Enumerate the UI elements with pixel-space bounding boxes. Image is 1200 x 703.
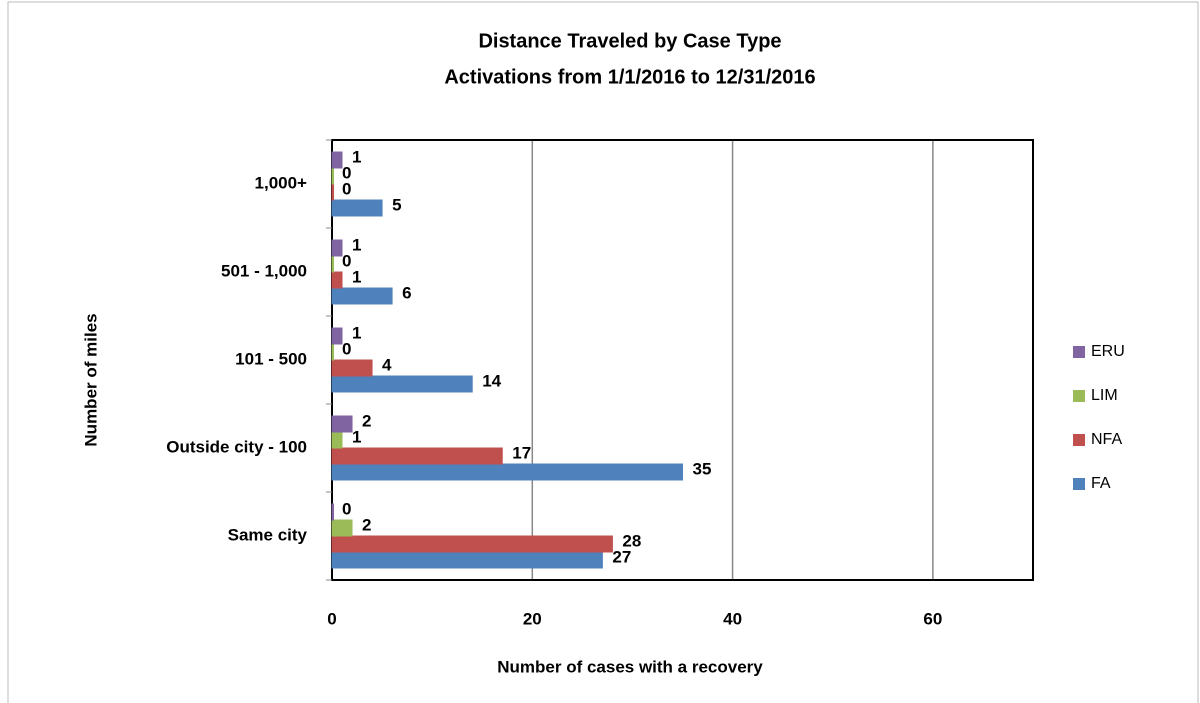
y-tick-label: 1,000+: [255, 173, 308, 192]
chart-subtitle: Activations from 1/1/2016 to 12/31/2016: [444, 66, 815, 88]
y-tick-label: 501 - 1,000: [221, 261, 307, 280]
bar: [331, 359, 373, 377]
bar: [331, 199, 383, 217]
bar: [331, 519, 353, 537]
bar: [331, 463, 683, 481]
chart-border: [7, 1, 1199, 703]
data-label: 1: [352, 267, 361, 286]
bar: [331, 287, 393, 305]
x-tick-label: 60: [923, 609, 942, 628]
bar: [331, 535, 613, 553]
y-tick-label: Same city: [228, 525, 308, 544]
bar: [331, 151, 343, 169]
data-label: 0: [342, 499, 351, 518]
legend-label: FA: [1091, 475, 1111, 492]
data-label: 35: [693, 459, 712, 478]
data-label: 14: [482, 371, 501, 390]
legend-swatch: [1073, 434, 1085, 446]
plot-area: [331, 139, 1034, 581]
data-label: 28: [622, 531, 641, 550]
data-label: 17: [512, 443, 531, 462]
bar: [331, 255, 334, 273]
bar: [331, 503, 334, 521]
bar: [331, 343, 334, 361]
y-tick-label: Outside city - 100: [166, 437, 307, 456]
legend-swatch: [1073, 478, 1085, 490]
bar: [331, 551, 603, 569]
y-tick-label: 101 - 500: [235, 349, 307, 368]
x-tick-label: 40: [723, 609, 742, 628]
data-label: 5: [392, 195, 401, 214]
data-label: 1: [352, 235, 361, 254]
bar: [331, 327, 343, 345]
legend-swatch: [1073, 346, 1085, 358]
legend-label: LIM: [1091, 387, 1118, 404]
bar: [331, 167, 334, 185]
data-label: 2: [362, 515, 371, 534]
data-label: 0: [342, 163, 351, 182]
bar: [331, 415, 353, 433]
data-label: 1: [352, 323, 361, 342]
data-label: 1: [352, 427, 361, 446]
data-label: 0: [342, 339, 351, 358]
data-label: 0: [342, 179, 351, 198]
bar: [331, 447, 503, 465]
data-label: 4: [382, 355, 392, 374]
bar: [331, 375, 473, 393]
y-axis-label: Number of miles: [81, 313, 100, 446]
data-label: 1: [352, 147, 361, 166]
x-tick-label: 20: [523, 609, 542, 628]
legend-label: ERU: [1091, 343, 1125, 360]
bar: [331, 183, 334, 201]
data-label: 2: [362, 411, 371, 430]
legend-swatch: [1073, 390, 1085, 402]
data-label: 6: [402, 283, 411, 302]
x-tick-label: 0: [327, 609, 336, 628]
data-label: 0: [342, 251, 351, 270]
bar: [331, 431, 343, 449]
legend-label: NFA: [1091, 431, 1122, 448]
chart-title: Distance Traveled by Case Type: [478, 30, 781, 52]
data-label: 27: [612, 547, 631, 566]
legend: ERU LIM NFA FA: [1073, 343, 1125, 492]
bar: [331, 239, 343, 257]
x-axis-label: Number of cases with a recovery: [497, 657, 763, 676]
bar: [331, 271, 343, 289]
